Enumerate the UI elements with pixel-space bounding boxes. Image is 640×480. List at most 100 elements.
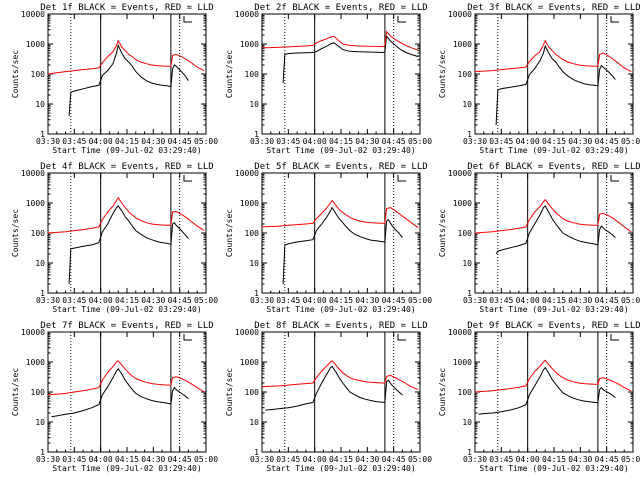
panel-title: Det 6f BLACK = Events, RED = LLD: [467, 162, 640, 172]
x-tick-label: 04:15: [115, 455, 139, 464]
x-tick-label: 03:30: [36, 455, 60, 464]
y-tick-label: 10000: [448, 10, 472, 19]
events-series-line: [495, 44, 616, 126]
x-tick-label: 03:45: [276, 137, 300, 146]
y-tick-label: 1000: [453, 199, 472, 208]
x-tick-label: 03:45: [62, 455, 86, 464]
x-tick-label: 04:00: [303, 137, 327, 146]
detector-panel-7f: Det 7f BLACK = Events, RED = LLD 1 10 100 10…: [11, 321, 218, 473]
x-tick-label: 03:30: [463, 296, 487, 305]
x-tick-label: 04:15: [115, 137, 139, 146]
x-tick-label: 03:45: [276, 455, 300, 464]
panel-title: Det 1f BLACK = Events, RED = LLD: [40, 3, 213, 13]
panel-title: Det 5f BLACK = Events, RED = LLD: [254, 162, 427, 172]
y-tick-label: 10: [35, 418, 45, 427]
detector-panel-1f: Det 1f BLACK = Events, RED = LLD 1 10 100 10…: [11, 3, 218, 155]
y-tick-label: 10: [249, 418, 259, 427]
x-tick-label: 04:45: [382, 455, 406, 464]
lld-series-line: [474, 198, 632, 234]
x-tick-label: 04:15: [542, 455, 566, 464]
x-tick-label: 04:45: [595, 137, 619, 146]
y-tick-label: 10: [249, 100, 259, 109]
x-tick-label: 03:45: [489, 137, 513, 146]
y-axis-label: Counts/sec: [11, 209, 20, 257]
y-tick-label: 10000: [235, 169, 259, 178]
y-tick-label: 100: [245, 70, 260, 79]
y-tick-label: 1: [40, 289, 45, 298]
y-tick-label: 1: [40, 130, 45, 139]
panel-title: Det 2f BLACK = Events, RED = LLD: [254, 3, 427, 13]
x-tick-label: 04:00: [516, 296, 540, 305]
x-tick-label: 04:30: [355, 455, 379, 464]
y-tick-label: 10000: [21, 328, 45, 337]
y-axis-label: Counts/sec: [438, 368, 447, 416]
x-tick-label: 04:15: [542, 137, 566, 146]
x-tick-label: 05:00: [408, 296, 432, 305]
corner-mark: [397, 16, 406, 23]
y-tick-label: 1000: [240, 358, 259, 367]
x-tick-label: 03:30: [36, 296, 60, 305]
lld-series-line: [474, 39, 632, 73]
x-tick-label: 05:00: [408, 455, 432, 464]
lld-series-line: [47, 196, 205, 234]
y-tick-label: 1: [254, 130, 259, 139]
y-axis-label: Counts/sec: [438, 209, 447, 257]
x-tick-label: 03:30: [250, 137, 274, 146]
y-tick-label: 1: [40, 448, 45, 457]
y-axis-label: Counts/sec: [225, 368, 234, 416]
lld-series-line: [261, 199, 419, 229]
x-tick-label: 04:45: [382, 296, 406, 305]
y-tick-label: 100: [458, 70, 473, 79]
x-tick-label: 04:45: [595, 455, 619, 464]
lld-series-line: [261, 30, 419, 51]
y-tick-label: 10000: [235, 10, 259, 19]
detector-panel-8f: Det 8f BLACK = Events, RED = LLD 1 10 100 10…: [225, 321, 432, 473]
x-tick-label: 04:45: [595, 296, 619, 305]
detector-panel-4f: Det 4f BLACK = Events, RED = LLD 1 10 100 10…: [11, 162, 218, 314]
events-series-line: [282, 35, 419, 84]
panel-title: Det 4f BLACK = Events, RED = LLD: [40, 162, 213, 172]
y-tick-label: 100: [245, 388, 260, 397]
y-tick-label: 1000: [26, 199, 45, 208]
x-tick-label: 04:15: [329, 137, 353, 146]
x-tick-label: 04:45: [382, 137, 406, 146]
x-tick-label: 04:00: [516, 137, 540, 146]
y-tick-label: 1000: [26, 40, 45, 49]
panel-title: Det 7f BLACK = Events, RED = LLD: [40, 321, 213, 331]
y-tick-label: 10000: [235, 328, 259, 337]
detector-panel-5f: Det 5f BLACK = Events, RED = LLD 1 10 100 10…: [225, 162, 432, 314]
x-tick-label: 03:30: [250, 455, 274, 464]
panel-title: Det 3f BLACK = Events, RED = LLD: [467, 3, 640, 13]
x-tick-label: 03:45: [489, 296, 513, 305]
x-axis-label: Start Time (09-Jul-02 03:29:40): [479, 305, 628, 314]
corner-mark: [610, 16, 619, 23]
lld-series-line: [47, 360, 205, 396]
y-tick-label: 10: [462, 259, 472, 268]
x-axis-label: Start Time (09-Jul-02 03:29:40): [479, 146, 628, 155]
x-tick-label: 05:00: [194, 137, 218, 146]
x-axis-label: Start Time (09-Jul-02 03:29:40): [52, 305, 201, 314]
events-series-line: [478, 366, 616, 415]
y-axis-label: Counts/sec: [225, 50, 234, 98]
x-axis-label: Start Time (09-Jul-02 03:29:40): [266, 305, 415, 314]
x-tick-label: 04:30: [141, 137, 165, 146]
y-tick-label: 100: [31, 229, 46, 238]
corner-mark: [397, 334, 406, 341]
y-tick-label: 1: [254, 448, 259, 457]
y-axis-label: Counts/sec: [225, 209, 234, 257]
x-tick-label: 03:30: [36, 137, 60, 146]
y-tick-label: 10: [249, 259, 259, 268]
x-tick-label: 04:45: [168, 296, 192, 305]
events-series-line: [265, 365, 403, 411]
y-tick-label: 1: [254, 289, 259, 298]
events-series-line: [282, 206, 403, 285]
x-tick-label: 05:00: [621, 296, 640, 305]
detector-panel-9f: Det 9f BLACK = Events, RED = LLD 1 10 100 10…: [438, 321, 640, 473]
events-series-line: [495, 205, 616, 255]
x-tick-label: 03:45: [62, 137, 86, 146]
lld-series-line: [47, 39, 205, 75]
y-tick-label: 10000: [21, 169, 45, 178]
x-tick-label: 04:15: [542, 296, 566, 305]
y-axis-label: Counts/sec: [11, 368, 20, 416]
